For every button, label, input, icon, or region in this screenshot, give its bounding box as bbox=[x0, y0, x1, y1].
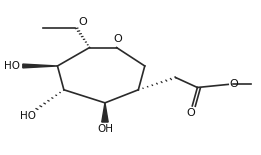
Polygon shape bbox=[102, 103, 108, 122]
Text: HO: HO bbox=[4, 61, 20, 71]
Polygon shape bbox=[23, 64, 57, 68]
Text: O: O bbox=[187, 108, 195, 118]
Text: OH: OH bbox=[97, 124, 113, 134]
Text: O: O bbox=[114, 34, 122, 44]
Text: O: O bbox=[229, 79, 238, 89]
Text: O: O bbox=[78, 17, 87, 27]
Text: HO: HO bbox=[20, 111, 36, 121]
